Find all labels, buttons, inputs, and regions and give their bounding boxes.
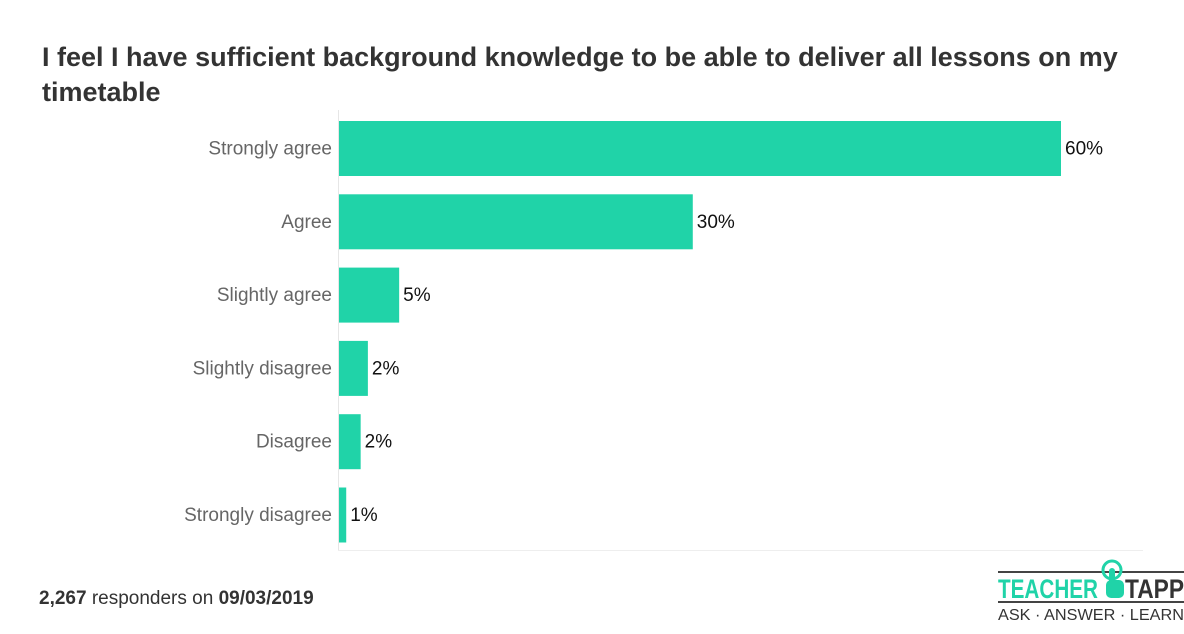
responder-count: 2,267 [39,588,87,609]
logo-text-right: TAPP [1125,574,1184,604]
responders-footer: 2,267 responders on 09/03/2019 [39,588,314,610]
logo-tagline: ASK · ANSWER · LEARN [998,607,1184,624]
logo-text-left: TEACHER [998,574,1098,604]
data-label: 2% [372,358,400,379]
survey-date: 09/03/2019 [218,588,314,609]
chart-title: I feel I have sufficient background know… [42,42,1118,107]
teacher-tapp-logo: TEACHER TAPP ASK · ANSWER · LEARN [998,559,1184,624]
data-label: 1% [350,505,378,526]
data-label: 60% [1065,139,1103,160]
bar [339,414,361,470]
bar [339,194,693,250]
category-label: Agree [281,212,332,233]
tap-hand-icon [1101,559,1124,598]
data-label: 2% [365,432,393,453]
category-label: Strongly agree [208,139,332,160]
category-label: Slightly disagree [193,358,332,379]
bar [339,340,368,396]
category-label: Slightly agree [217,285,332,306]
bar [339,487,347,543]
category-label: Disagree [256,432,332,453]
footer-text: responders on [86,588,219,609]
category-label: Strongly disagree [184,505,332,526]
bar [339,121,1061,176]
data-label: 5% [403,285,431,306]
bar [339,267,400,323]
data-label: 30% [697,212,735,233]
